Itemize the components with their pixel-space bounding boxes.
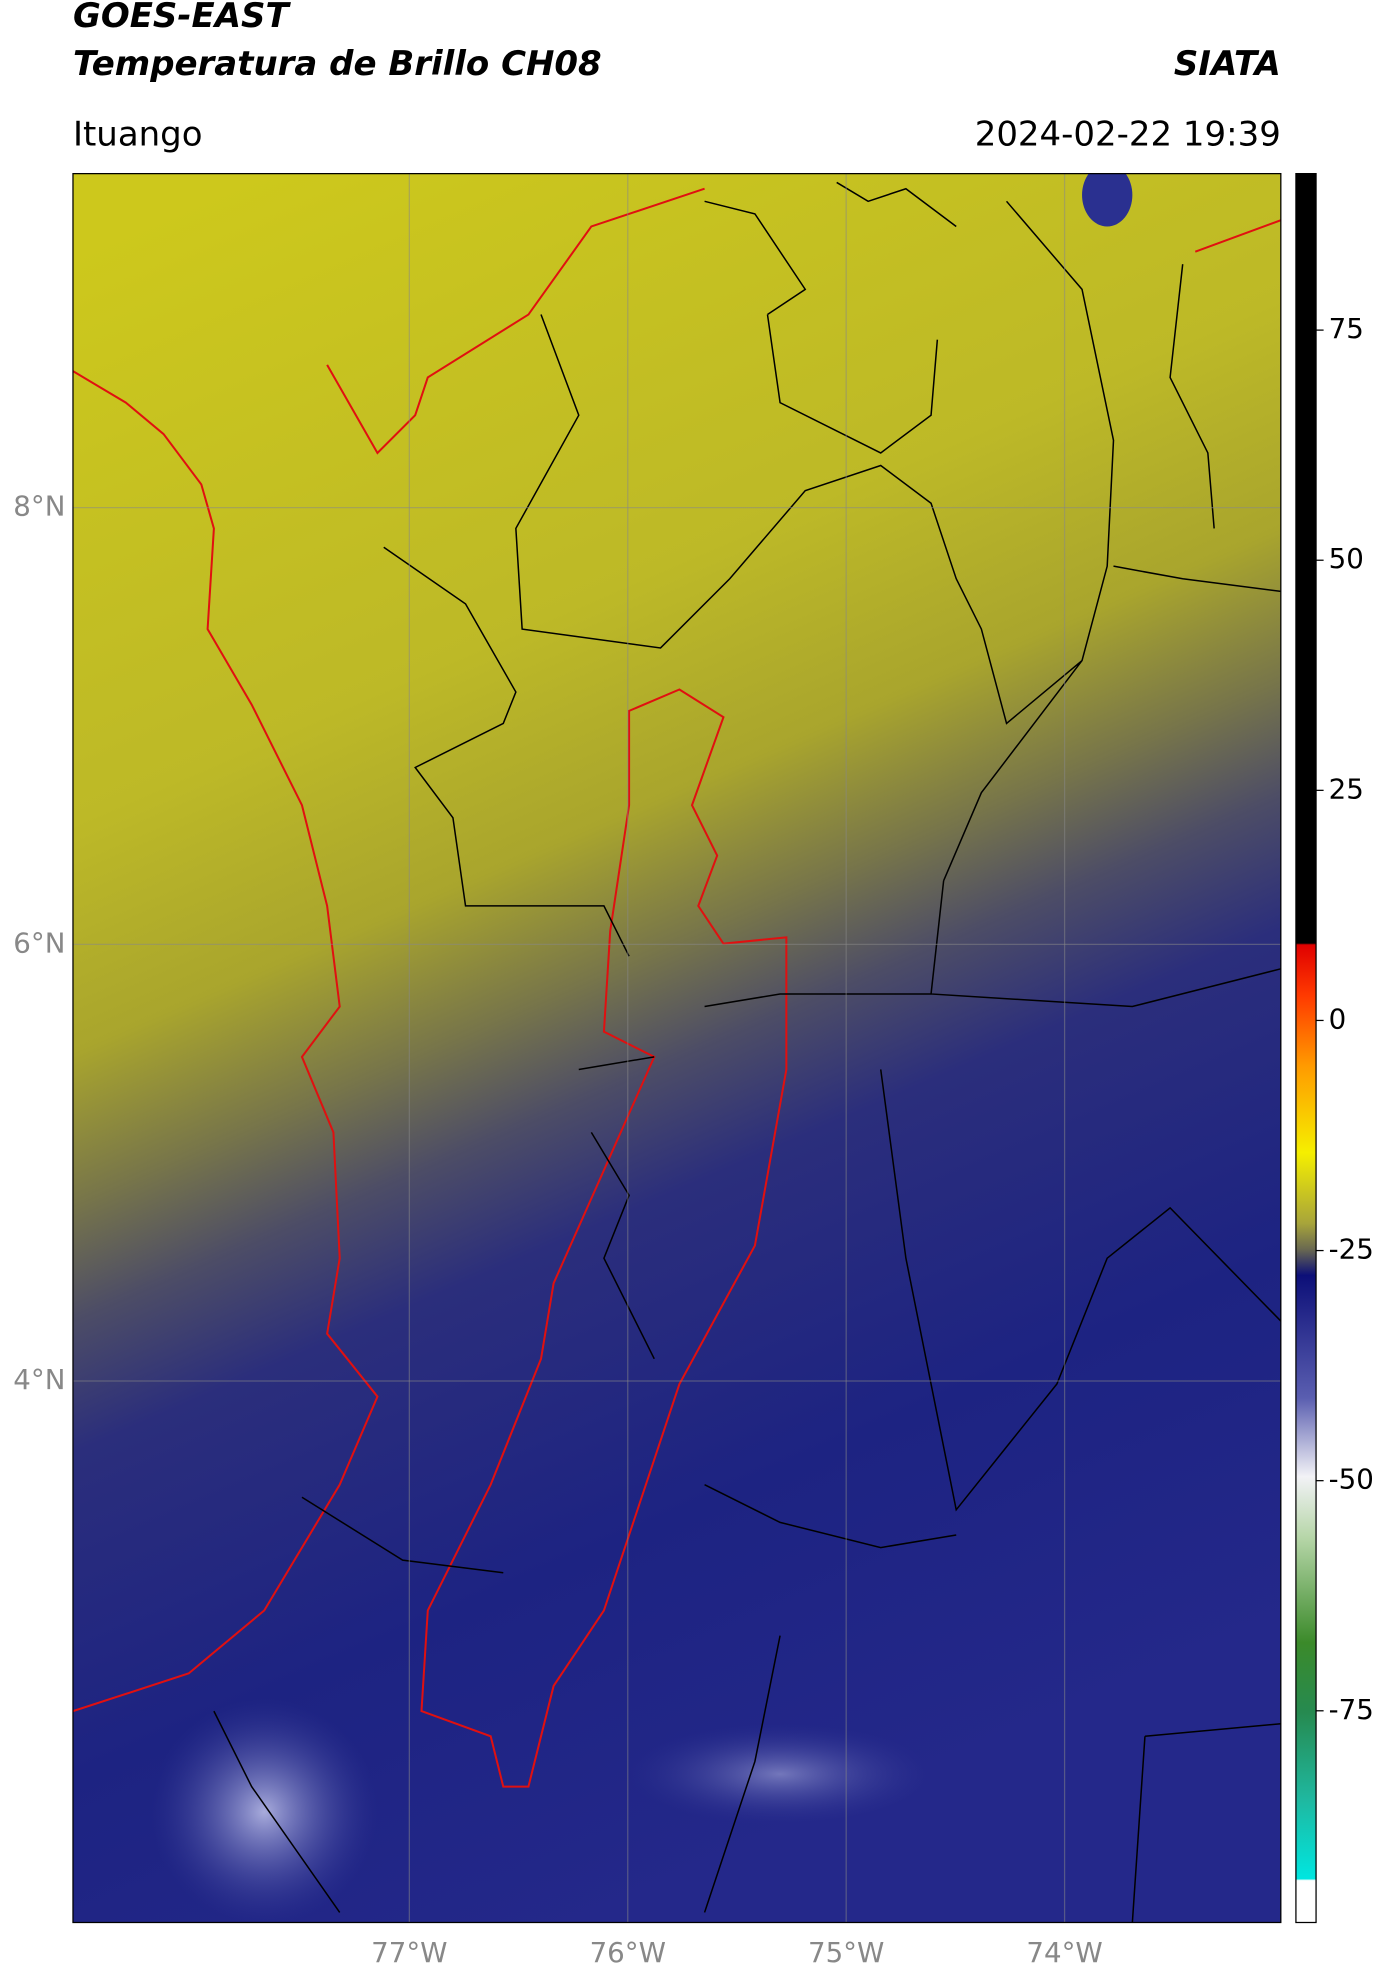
basin-outline — [420, 688, 788, 1788]
grid — [72, 173, 1281, 1923]
datetime: 2024-02-22 19:39 — [975, 114, 1281, 154]
x-tick-label: 76°W — [590, 1936, 666, 1969]
cloud-area — [629, 1723, 932, 1825]
colorbar — [1295, 172, 1317, 1924]
location: Ituango — [73, 114, 203, 154]
x-tick-label: 77°W — [371, 1936, 447, 1969]
coastline — [326, 187, 705, 455]
brightness-field — [72, 173, 1281, 1923]
x-tick-label: 75°W — [808, 1936, 884, 1969]
coastline — [1194, 219, 1281, 253]
colorbar-tick-label: 25 — [1329, 772, 1364, 805]
source: SIATA — [1174, 44, 1281, 84]
y-tick-label: 8°N — [13, 490, 65, 523]
colorbar-tick-label: 50 — [1329, 542, 1364, 575]
map — [72, 173, 1281, 1923]
colorbar-tick-label: -50 — [1329, 1463, 1374, 1496]
y-tick-label: 4°N — [13, 1363, 65, 1396]
colorbar-tick-label: -25 — [1329, 1233, 1374, 1266]
y-tick-label: 6°N — [13, 926, 65, 959]
map-frame — [72, 172, 1282, 1924]
colorbar-tick-label: -75 — [1329, 1693, 1374, 1726]
cloud-area — [151, 1698, 378, 1923]
coastline — [72, 370, 379, 1713]
colorbar-tick-label: 0 — [1329, 1002, 1347, 1035]
admin-borders — [213, 181, 1281, 1923]
colorbar-tick-label: 75 — [1329, 312, 1364, 345]
title: GOES-EAST — [73, 0, 291, 36]
cold-spot — [1082, 173, 1133, 227]
subtitle: Temperatura de Brillo CH08 — [73, 44, 602, 84]
x-tick-label: 74°W — [1026, 1936, 1102, 1969]
